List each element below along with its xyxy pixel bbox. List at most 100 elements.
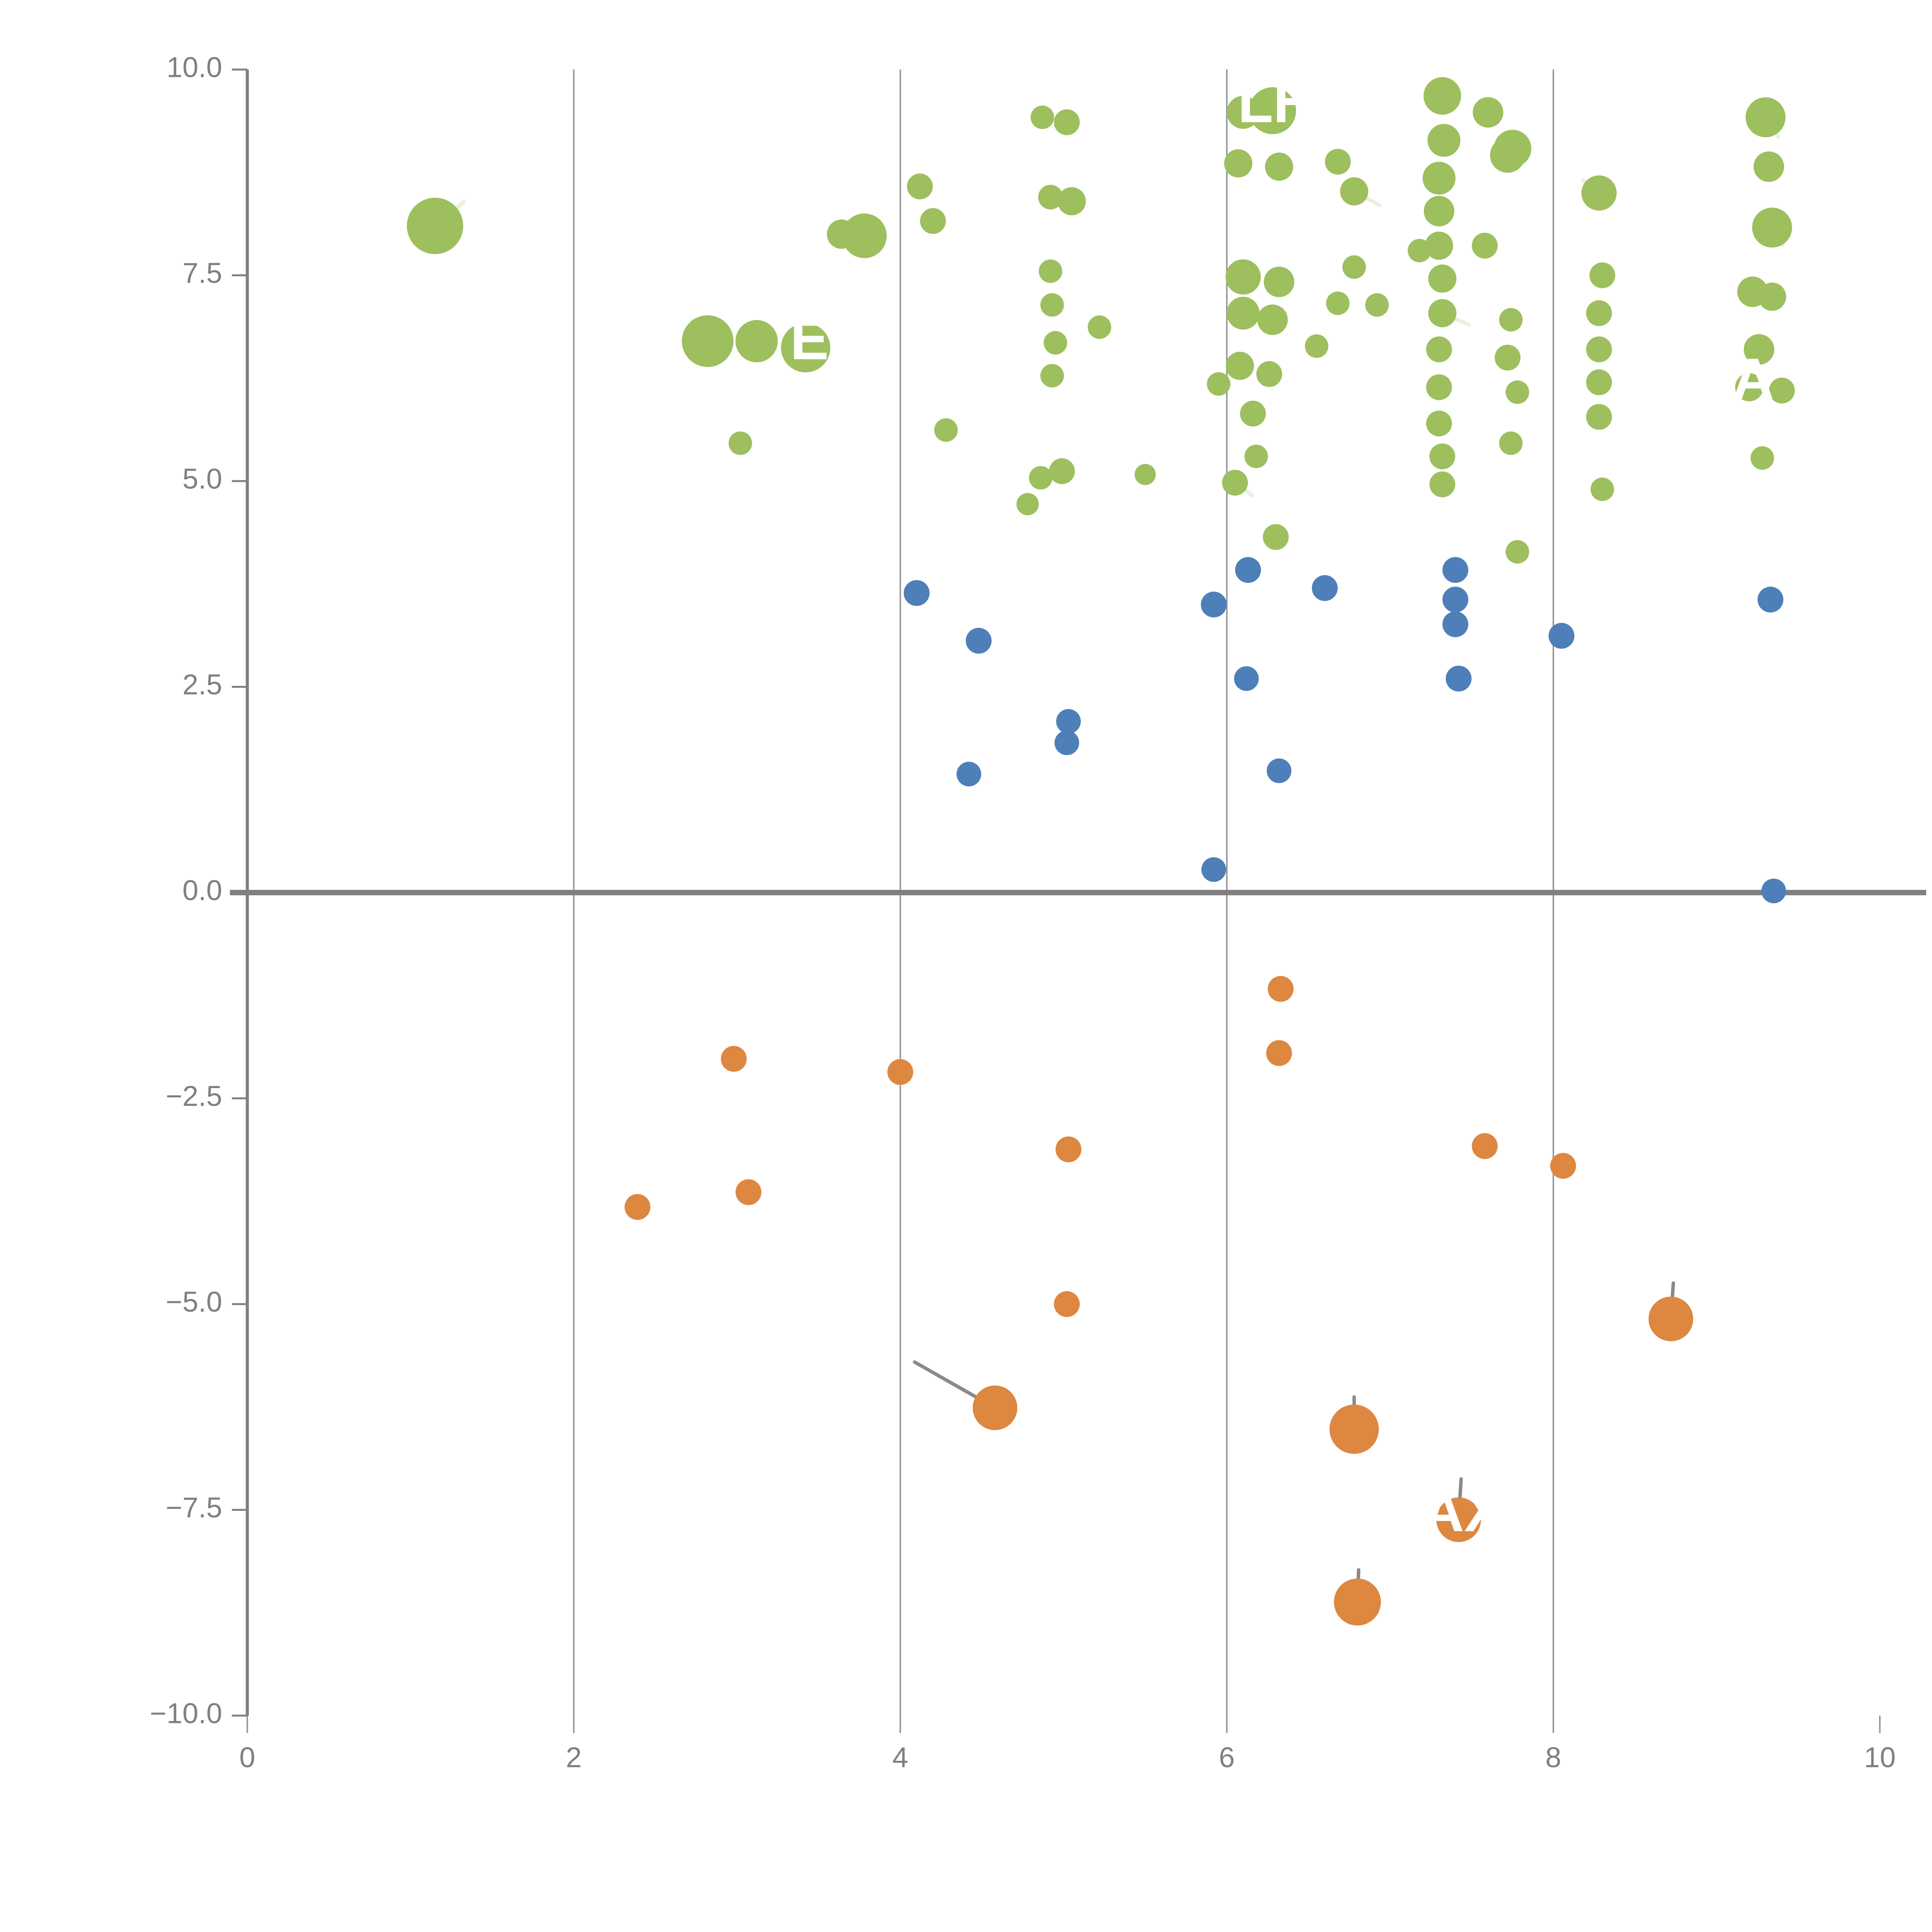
data-point-blue[interactable]	[1201, 592, 1227, 617]
data-point-green[interactable]	[1326, 291, 1350, 315]
data-point-orange[interactable]	[735, 1179, 762, 1205]
data-point-green[interactable]	[1365, 293, 1389, 317]
data-point-green[interactable]	[1256, 361, 1282, 387]
data-point-green[interactable]	[1224, 149, 1253, 178]
data-point-green[interactable]	[1753, 151, 1784, 182]
data-point-green[interactable]	[781, 323, 830, 372]
data-point-blue[interactable]	[956, 762, 981, 787]
data-point-blue[interactable]	[903, 580, 930, 606]
data-point-green[interactable]	[1265, 152, 1293, 181]
data-point-green[interactable]	[1423, 196, 1454, 226]
data-point-green[interactable]	[1505, 540, 1529, 564]
data-point-green[interactable]	[1031, 105, 1054, 129]
data-point-green[interactable]	[1039, 259, 1063, 283]
data-point-blue[interactable]	[1548, 623, 1575, 649]
data-point-green[interactable]	[1225, 259, 1261, 295]
data-point-blue[interactable]	[1054, 730, 1079, 755]
data-point-orange[interactable]	[721, 1046, 747, 1072]
data-point-green[interactable]	[1040, 364, 1064, 388]
data-point-green[interactable]	[1589, 262, 1616, 288]
data-point-green[interactable]	[1049, 458, 1075, 484]
data-point-green[interactable]	[1058, 187, 1086, 216]
data-point-green[interactable]	[1016, 493, 1039, 515]
data-point-green[interactable]	[1499, 431, 1523, 455]
data-point-orange[interactable]	[624, 1194, 651, 1220]
data-point-orange[interactable]	[1054, 1291, 1080, 1317]
data-point-blue[interactable]	[1056, 709, 1081, 734]
data-point-green[interactable]	[1750, 446, 1774, 470]
data-point-green[interactable]	[920, 208, 946, 234]
data-point-blue[interactable]	[1761, 878, 1786, 903]
data-point-green[interactable]	[1425, 231, 1453, 260]
data-point-green[interactable]	[1769, 378, 1795, 404]
data-point-green[interactable]	[1586, 369, 1612, 395]
data-point-green[interactable]	[1505, 380, 1529, 404]
data-point-green[interactable]	[682, 315, 734, 367]
data-point-green[interactable]	[406, 197, 463, 254]
data-point-orange[interactable]	[973, 1385, 1017, 1430]
data-point-green[interactable]	[1429, 471, 1456, 497]
data-point-orange[interactable]	[1334, 1578, 1381, 1626]
data-point-green[interactable]	[1249, 87, 1296, 134]
data-point-green[interactable]	[1472, 233, 1498, 259]
data-point-orange[interactable]	[1266, 1040, 1292, 1066]
data-point-green[interactable]	[1240, 400, 1266, 427]
data-point-green[interactable]	[1758, 282, 1786, 311]
data-point-blue[interactable]	[966, 628, 992, 654]
data-point-green[interactable]	[1426, 374, 1452, 400]
data-points-group[interactable]	[406, 77, 1795, 1626]
data-point-green[interactable]	[1088, 315, 1111, 339]
data-point-green[interactable]	[1426, 410, 1452, 437]
data-point-green[interactable]	[1427, 124, 1461, 157]
data-point-green[interactable]	[934, 418, 958, 442]
data-point-green[interactable]	[842, 213, 887, 259]
data-point-green[interactable]	[1244, 444, 1268, 468]
data-point-green[interactable]	[1735, 373, 1764, 401]
data-point-orange[interactable]	[887, 1059, 913, 1085]
data-point-orange[interactable]	[1267, 976, 1294, 1002]
data-point-green[interactable]	[1040, 293, 1064, 317]
data-point-green[interactable]	[1304, 334, 1328, 358]
data-point-green[interactable]	[1499, 308, 1523, 332]
data-point-green[interactable]	[1423, 77, 1461, 115]
data-point-green[interactable]	[1038, 185, 1063, 210]
data-point-green[interactable]	[1745, 97, 1786, 138]
data-point-green[interactable]	[1586, 404, 1612, 430]
data-point-green[interactable]	[1752, 207, 1792, 248]
data-point-blue[interactable]	[1234, 666, 1259, 691]
data-point-blue[interactable]	[1442, 587, 1468, 613]
data-point-green[interactable]	[1226, 296, 1260, 330]
data-point-green[interactable]	[1422, 162, 1456, 195]
data-point-orange[interactable]	[1436, 1497, 1481, 1542]
data-point-green[interactable]	[1426, 336, 1452, 362]
data-point-green[interactable]	[728, 431, 752, 455]
data-point-green[interactable]	[1586, 300, 1612, 326]
data-point-green[interactable]	[1428, 299, 1457, 327]
data-point-green[interactable]	[1342, 255, 1366, 279]
data-point-green[interactable]	[1340, 177, 1369, 206]
data-point-orange[interactable]	[1472, 1133, 1498, 1159]
data-point-green[interactable]	[1429, 443, 1456, 469]
data-point-green[interactable]	[1428, 264, 1457, 293]
data-point-green[interactable]	[1581, 175, 1617, 211]
data-point-orange[interactable]	[1550, 1153, 1576, 1179]
data-point-green[interactable]	[1473, 97, 1503, 128]
data-point-blue[interactable]	[1757, 587, 1784, 613]
data-point-green[interactable]	[1054, 109, 1080, 135]
data-point-green[interactable]	[1495, 345, 1521, 371]
data-point-blue[interactable]	[1201, 857, 1226, 882]
data-point-green[interactable]	[1586, 336, 1612, 362]
data-point-orange[interactable]	[1648, 1296, 1693, 1342]
data-point-orange[interactable]	[1329, 1404, 1379, 1454]
data-point-green[interactable]	[1325, 149, 1351, 175]
data-point-green[interactable]	[1222, 469, 1248, 496]
data-point-green[interactable]	[907, 173, 933, 199]
data-point-green[interactable]	[1257, 304, 1288, 335]
data-point-green[interactable]	[1134, 464, 1156, 485]
data-point-green[interactable]	[1263, 524, 1289, 550]
data-point-blue[interactable]	[1267, 758, 1292, 783]
data-point-blue[interactable]	[1442, 611, 1468, 638]
data-point-green[interactable]	[1207, 372, 1231, 396]
data-point-green[interactable]	[1264, 267, 1294, 298]
data-point-green[interactable]	[1590, 477, 1614, 501]
